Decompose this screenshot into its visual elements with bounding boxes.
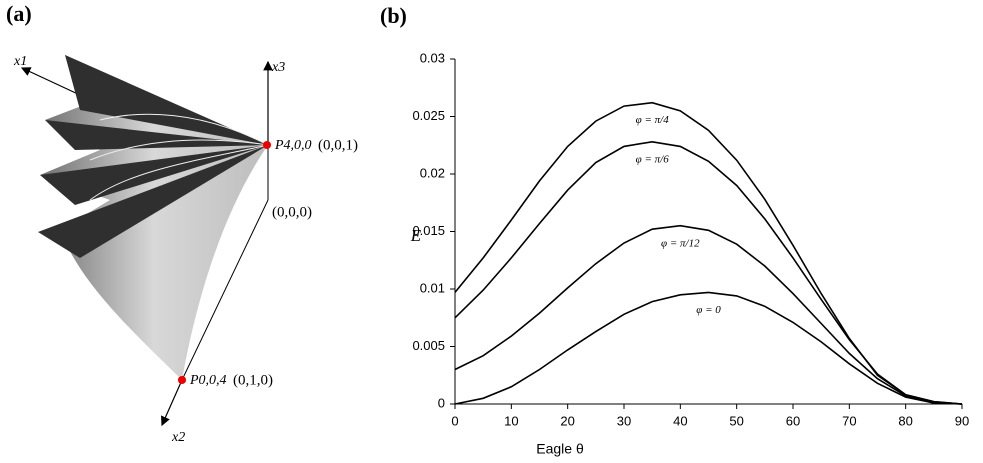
origin-label: (0,0,0) bbox=[272, 204, 312, 220]
point-name: P4,0,0 bbox=[274, 138, 312, 153]
x-tick-label: 90 bbox=[955, 413, 969, 428]
y-tick-label: 0.005 bbox=[412, 338, 445, 353]
x-axis-label: Eagle θ bbox=[536, 441, 584, 457]
panel-label: (a) bbox=[6, 1, 32, 26]
axis-x2 bbox=[162, 380, 182, 425]
series-label: φ = 0 bbox=[696, 304, 721, 316]
figure: (a) x1 x3 x2 (0,0,0) P4,0,0 (0,0,1) P0,0… bbox=[0, 0, 983, 463]
y-tick-label: 0.015 bbox=[412, 223, 445, 238]
series-label: φ = π/4 bbox=[636, 114, 670, 126]
y-tick-label: 0.025 bbox=[412, 108, 445, 123]
axis-label: x1 bbox=[13, 54, 27, 69]
y-tick-label: 0.02 bbox=[420, 165, 445, 180]
line bbox=[455, 142, 962, 404]
point bbox=[263, 141, 271, 149]
x-tick-label: 30 bbox=[617, 413, 631, 428]
x-tick-label: 40 bbox=[673, 413, 687, 428]
axis-label: x2 bbox=[171, 430, 185, 445]
point-coords: (0,1,0) bbox=[233, 372, 273, 388]
plot: 0 0.005 0.01 0.015 0.02 0.025 0.03 0 10 20 30 40 50 6… bbox=[412, 50, 969, 428]
x-tick-label: 0 bbox=[451, 413, 458, 428]
point-coords: (0,0,1) bbox=[318, 137, 358, 153]
line bbox=[455, 103, 962, 404]
y-tick-label: 0 bbox=[438, 395, 445, 410]
axis-label: x3 bbox=[271, 60, 285, 75]
x-tick-label: 80 bbox=[898, 413, 912, 428]
point bbox=[178, 376, 186, 384]
x-tick-label: 50 bbox=[729, 413, 743, 428]
y-tick-label: 0.01 bbox=[420, 280, 445, 295]
point-name: P0,0,4 bbox=[189, 373, 227, 388]
x-tick-label: 60 bbox=[786, 413, 800, 428]
x-tick-label: 20 bbox=[560, 413, 574, 428]
x-tick-label: 10 bbox=[504, 413, 518, 428]
series-label: φ = π/6 bbox=[636, 153, 670, 165]
panel-label: (b) bbox=[380, 3, 407, 28]
y-tick-label: 0.03 bbox=[420, 50, 445, 65]
series-label: φ = π/12 bbox=[661, 237, 700, 249]
page: {"panel_a": {"label": "(a)", "axes": ["x… bbox=[0, 0, 983, 463]
x-tick-label: 70 bbox=[842, 413, 856, 428]
surface-diagram bbox=[22, 55, 271, 425]
